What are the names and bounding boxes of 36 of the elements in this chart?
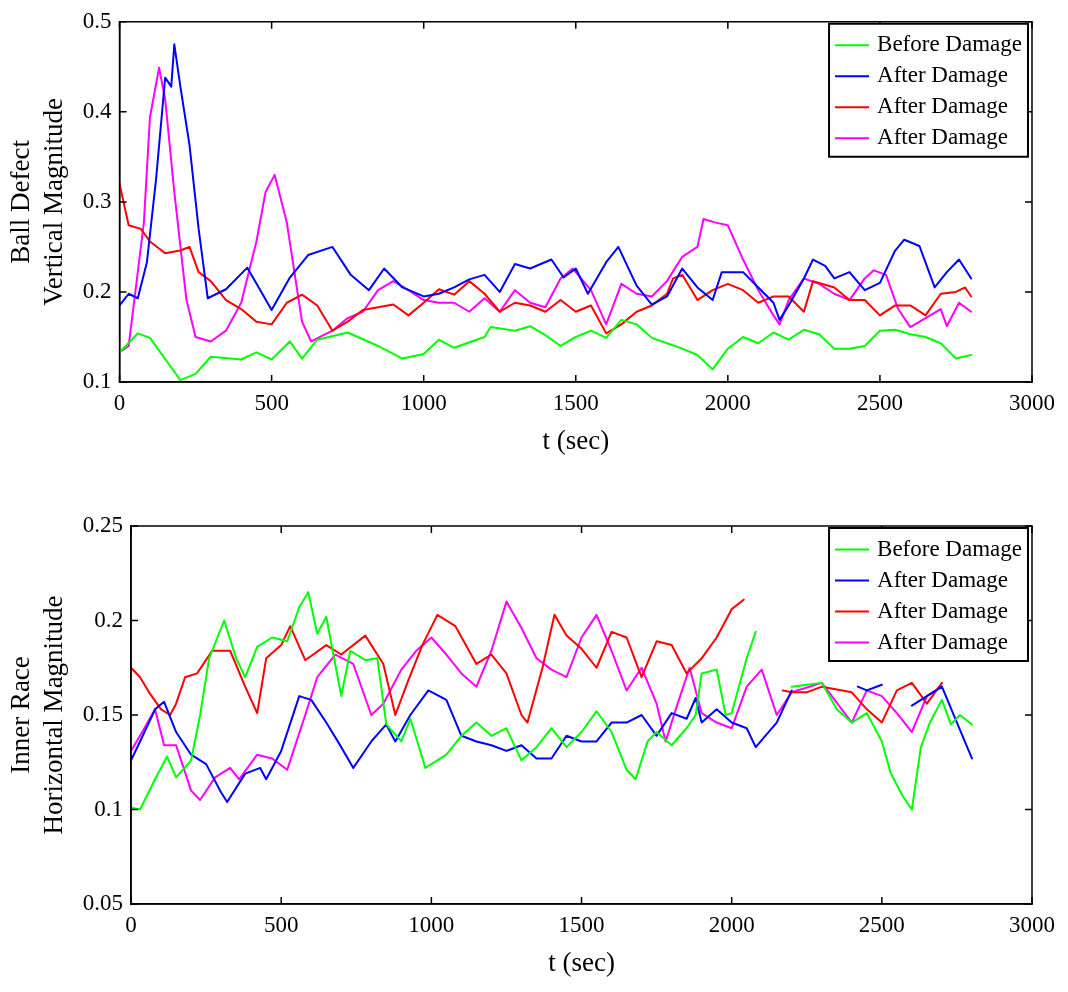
x-tick-label: 1000 xyxy=(400,389,447,415)
x-tick-label: 1500 xyxy=(552,389,599,415)
y-tick-label: 0.2 xyxy=(82,278,112,303)
legend-label: Before Damage xyxy=(877,535,1022,561)
x-tick-label: 2500 xyxy=(858,911,905,937)
y-tick-label: 0.05 xyxy=(82,890,124,916)
x-tick-label: 0 xyxy=(125,911,137,937)
x-tick-label: 1000 xyxy=(408,911,455,937)
x-tick-label: 500 xyxy=(254,389,289,415)
y-axis-title: Ball Defect Vertical Magnitude xyxy=(5,98,68,306)
legend-label: After Damage xyxy=(877,597,1008,623)
x-axis-title: t (sec) xyxy=(542,424,610,455)
x-tick-label: 1500 xyxy=(558,911,605,937)
legend-label: After Damage xyxy=(877,566,1008,592)
y-tick-label: 0.3 xyxy=(82,187,112,213)
x-tick-label: 3000 xyxy=(1009,389,1055,415)
x-tick-label: 2000 xyxy=(704,389,751,415)
legend-label: After Damage xyxy=(877,124,1008,150)
y-tick-label: 0.15 xyxy=(82,701,124,727)
x-tick-label: 2500 xyxy=(856,389,903,415)
y-tick-label: 0.4 xyxy=(82,97,113,123)
x-tick-label: 3000 xyxy=(1009,911,1055,937)
x-tick-label: 0 xyxy=(113,389,126,415)
legend-label: After Damage xyxy=(877,628,1008,654)
y-tick-label: 0.2 xyxy=(94,606,124,632)
y-tick-label: 0.5 xyxy=(82,7,112,33)
y-axis-title: Inner Race Horizontal Magnitude xyxy=(5,595,68,835)
y-tick-label: 0.1 xyxy=(82,368,112,394)
x-axis-title: t (sec) xyxy=(548,946,615,977)
x-tick-label: 500 xyxy=(263,911,299,937)
legend-label: After Damage xyxy=(877,93,1008,119)
legend-label: Before Damage xyxy=(877,31,1022,57)
legend-label: After Damage xyxy=(877,62,1008,88)
y-tick-label: 0.1 xyxy=(94,795,124,821)
x-tick-label: 2000 xyxy=(708,911,755,937)
y-tick-label: 0.25 xyxy=(82,512,124,538)
